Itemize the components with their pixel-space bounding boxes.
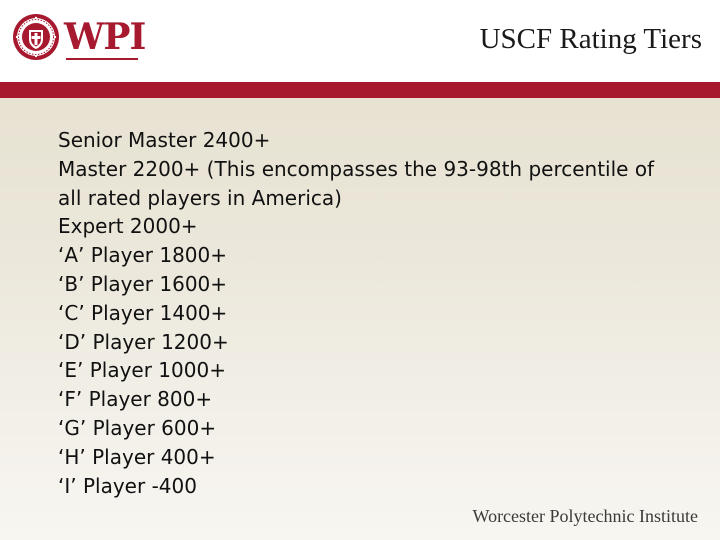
tier-item: ‘I’ Player -400 [58,473,197,498]
tier-item: ‘H’ Player 400+ [58,444,216,469]
tier-item: ‘A’ Player 1800+ [58,243,228,268]
tier-item: ‘F’ Player 800+ [58,387,213,412]
tier-item: Expert 2000+ [58,214,198,239]
footer-institution-name: Worcester Polytechnic Institute [472,506,698,526]
header-accent-bar [0,82,720,98]
content-panel [0,98,720,540]
tier-item: ‘E’ Player 1000+ [58,358,226,383]
tier-item: Senior Master 2400+ [58,128,271,152]
logo-underline [66,58,138,60]
tier-item: ‘G’ Player 600+ [58,415,217,440]
slide-title: USCF Rating Tiers [479,23,702,55]
wpi-logo: WPI [64,16,146,58]
tier-item: ‘D’ Player 1200+ [58,329,229,354]
tier-item: ‘C’ Player 1400+ [58,300,228,325]
rating-tier-list: Senior Master 2400+ Master 2200+ (This e… [58,126,698,500]
slide-header: WPI USCF Rating Tiers [0,0,720,82]
wpi-seal-icon [13,14,59,60]
tier-item: ‘B’ Player 1600+ [58,271,228,296]
tier-item: Master 2200+ (This encompasses the 93-98… [58,156,655,210]
